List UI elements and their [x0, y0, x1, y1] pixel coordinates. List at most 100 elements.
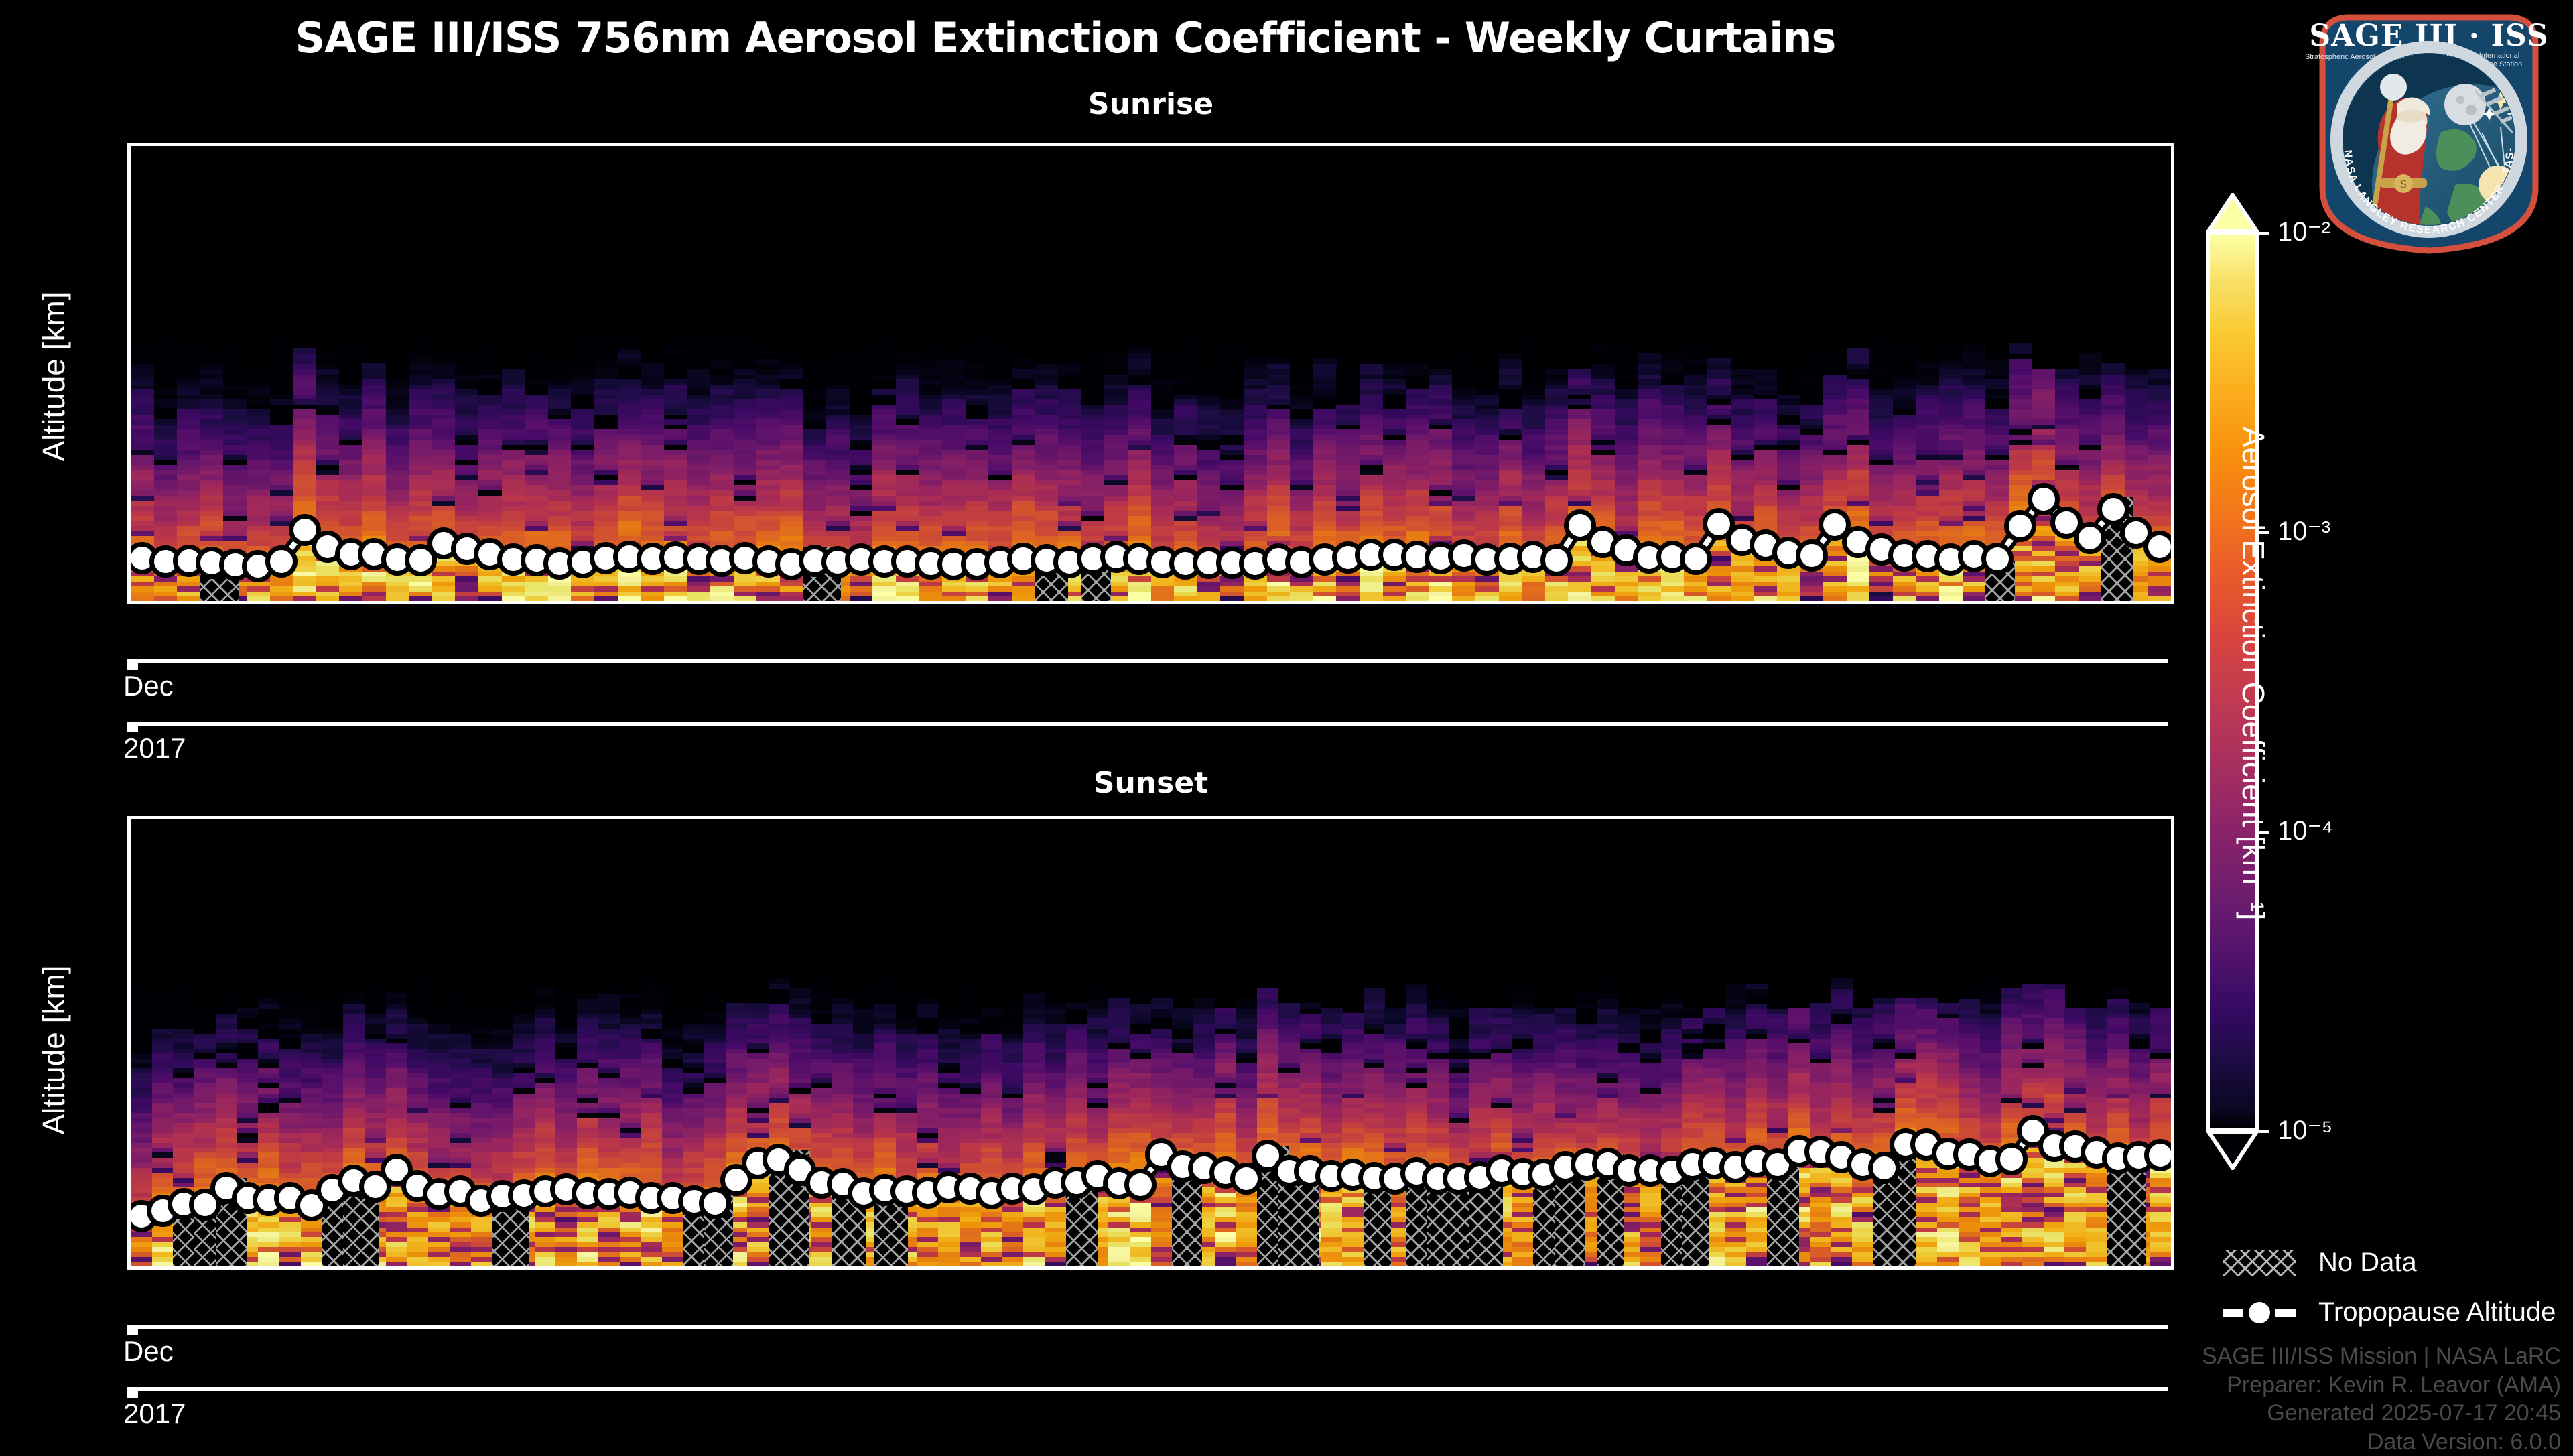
heatmap-cell	[594, 591, 618, 597]
heatmap-cell	[1128, 404, 1151, 410]
heatmap-cell	[1174, 440, 1197, 446]
heatmap-cell	[988, 596, 1012, 602]
heatmap-cell	[270, 338, 293, 344]
heatmap-cell	[1545, 414, 1569, 420]
heatmap-cell	[641, 424, 664, 430]
heatmap-cell	[756, 454, 780, 460]
heatmap-cell	[1267, 591, 1291, 597]
heatmap-cell	[131, 1087, 152, 1093]
heatmap-cell	[687, 358, 710, 365]
heatmap-cell	[194, 1162, 216, 1167]
heatmap-cell	[1661, 480, 1685, 486]
heatmap-cell	[594, 414, 618, 420]
heatmap-cell	[942, 530, 966, 536]
heatmap-cell	[756, 525, 780, 531]
heatmap-cell	[1290, 490, 1313, 496]
heatmap-cell	[942, 384, 966, 390]
heatmap-cell	[316, 424, 340, 430]
heatmap-cell	[177, 369, 200, 375]
heatmap-cell	[502, 450, 525, 456]
heatmap-cell	[850, 434, 873, 440]
heatmap-cell	[1985, 384, 2009, 390]
heatmap-cell	[1939, 450, 1963, 456]
heatmap-cell	[1058, 510, 1081, 516]
heatmap-cell	[710, 444, 734, 450]
heatmap-cell	[154, 510, 178, 516]
heatmap-cell	[432, 591, 456, 597]
heatmap-cell	[237, 1023, 259, 1029]
heatmap-cell	[1499, 505, 1522, 511]
heatmap-cell	[409, 429, 432, 436]
heatmap-cell	[641, 363, 664, 369]
heatmap-cell	[152, 1256, 174, 1262]
heatmap-cell	[1174, 505, 1197, 511]
heatmap-cell	[2055, 545, 2079, 551]
heatmap-cell	[1174, 454, 1197, 460]
plot-area-sunrise[interactable]: 1020304050101112131416	[127, 143, 2174, 604]
heatmap-cell	[1290, 541, 1313, 547]
heatmap-cell	[896, 591, 919, 597]
heatmap-cell	[1197, 450, 1221, 456]
heatmap-cell	[1220, 409, 1244, 415]
heatmap-cell	[247, 495, 270, 501]
heatmap-cell	[803, 419, 826, 425]
heatmap-cell	[571, 450, 594, 456]
heatmap-cell	[1012, 586, 1035, 592]
heatmap-cell	[2101, 384, 2125, 390]
heatmap-cell	[2055, 566, 2079, 572]
heatmap-cell	[131, 1043, 152, 1049]
heatmap-cell	[316, 454, 340, 460]
heatmap-cell	[664, 586, 687, 592]
heatmap-cell	[571, 454, 594, 460]
heatmap-cell	[2148, 510, 2171, 516]
heatmap-cell	[942, 485, 966, 491]
heatmap-cell	[1128, 581, 1151, 587]
heatmap-cell	[247, 440, 270, 446]
plot-area-sunset[interactable]: 102030405010111213141516	[127, 816, 2174, 1270]
heatmap-cell	[896, 470, 919, 476]
heatmap-cell	[270, 384, 293, 390]
heatmap-cell	[1591, 353, 1615, 359]
heatmap-cell	[548, 369, 572, 375]
heatmap-cell	[1568, 429, 1591, 436]
heatmap-cell	[1012, 515, 1035, 521]
heatmap-cell	[1012, 490, 1035, 496]
heatmap-cell	[1615, 480, 1638, 486]
heatmap-cell	[594, 530, 618, 536]
heatmap-cell	[386, 460, 409, 466]
heatmap-cell	[641, 429, 664, 436]
heatmap-cell	[1267, 454, 1291, 460]
heatmap-cell	[919, 404, 942, 410]
heatmap-cell	[223, 429, 247, 436]
heatmap-cell	[432, 389, 456, 395]
heatmap-cell	[1499, 470, 1522, 476]
heatmap-cell	[1151, 369, 1175, 375]
heatmap-cell	[1151, 535, 1175, 541]
heatmap-column	[1104, 146, 1128, 601]
heatmap-cell	[223, 535, 247, 541]
heatmap-cell	[687, 505, 710, 511]
heatmap-cell	[2055, 434, 2079, 440]
heatmap-cell	[1615, 571, 1638, 577]
heatmap-cell	[1777, 419, 1800, 425]
heatmap-cell	[1707, 404, 1731, 410]
heatmap-cell	[872, 363, 896, 369]
heatmap-cell	[1406, 576, 1429, 582]
heatmap-cell	[1220, 586, 1244, 592]
heatmap-cell	[1174, 541, 1197, 547]
heatmap-cell	[1035, 369, 1058, 375]
heatmap-cell	[1104, 369, 1128, 375]
heatmap-cell	[386, 470, 409, 476]
heatmap-cell	[1545, 440, 1569, 446]
heatmap-cell	[710, 419, 734, 425]
heatmap-cell	[1313, 454, 1337, 460]
heatmap-cell	[1963, 464, 1986, 470]
heatmap-cell	[988, 530, 1012, 536]
heatmap-cell	[1012, 389, 1035, 395]
heatmap-column	[1638, 146, 1661, 601]
heatmap-cell	[152, 1142, 174, 1148]
heatmap-cell	[919, 374, 942, 380]
heatmap-cell	[687, 399, 710, 405]
heatmap-cell	[641, 591, 664, 597]
heatmap-cell	[409, 399, 432, 405]
